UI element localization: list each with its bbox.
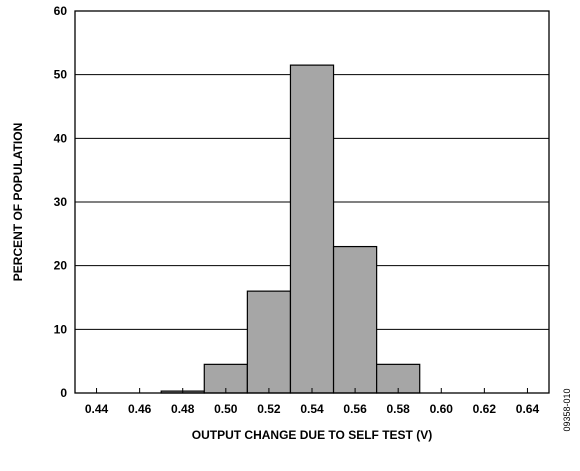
y-tick-label: 0: [60, 386, 67, 400]
y-tick-label: 30: [54, 195, 68, 209]
x-tick-label: 0.62: [473, 402, 497, 416]
x-tick-label: 0.44: [85, 402, 109, 416]
x-tick-label: 0.46: [128, 402, 152, 416]
figure-id: 09358-010: [562, 388, 572, 431]
x-tick-label: 0.48: [171, 402, 195, 416]
y-tick-label: 10: [54, 322, 68, 336]
x-axis-title: OUTPUT CHANGE DUE TO SELF TEST (V): [192, 428, 432, 442]
x-tick-label: 0.52: [257, 402, 281, 416]
histogram-bar: [332, 245, 378, 394]
x-tick-label: 0.64: [516, 402, 540, 416]
y-tick-label: 50: [54, 68, 68, 82]
y-tick-label: 60: [54, 4, 68, 18]
x-axis-ticks: 0.44 0.46 0.48 0.50 0.52 0.54 0.56 0.58 0.60 0.62…: [85, 388, 540, 416]
y-axis-ticks: 0 10 20 30 40 50 60: [54, 4, 68, 400]
x-tick-label: 0.60: [430, 402, 454, 416]
y-tick-label: 20: [54, 259, 68, 273]
histogram-bar: [289, 64, 335, 394]
y-axis-title: PERCENT OF POPULATION: [11, 123, 25, 281]
x-tick-label: 0.54: [300, 402, 324, 416]
y-tick-label: 40: [54, 131, 68, 145]
x-tick-label: 0.56: [343, 402, 367, 416]
x-tick-label: 0.58: [387, 402, 411, 416]
histogram-bars: [160, 64, 421, 394]
x-tick-label: 0.50: [214, 402, 238, 416]
histogram-bar: [246, 290, 292, 394]
